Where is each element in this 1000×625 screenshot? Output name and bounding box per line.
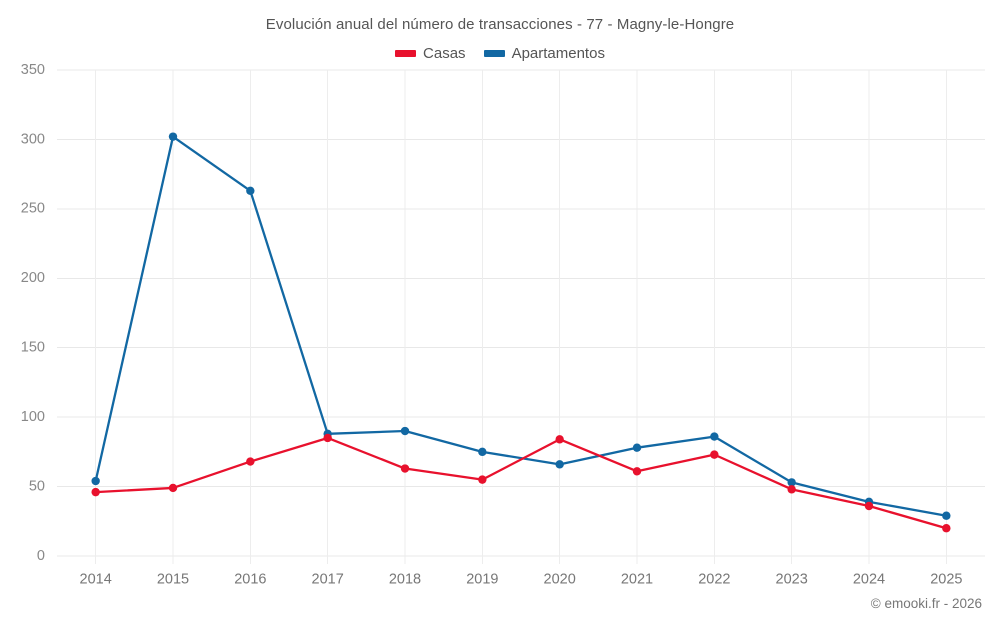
data-point-casas-2017[interactable] — [323, 433, 332, 443]
x-axis-tick-label: 2022 — [698, 572, 730, 588]
chart-credit: © emooki.fr - 2026 — [870, 596, 982, 611]
x-axis-tick-label: 2014 — [80, 572, 112, 588]
data-point-apartamentos-2016[interactable] — [246, 186, 255, 196]
legend-label-casas: Casas — [423, 45, 466, 62]
legend-swatch-apartamentos — [483, 50, 505, 57]
x-axis-tick-label: 2015 — [157, 572, 189, 588]
x-axis-tick-label: 2016 — [234, 572, 266, 588]
y-axis-tick-label: 150 — [21, 340, 45, 356]
data-point-casas-2014[interactable] — [91, 487, 100, 497]
x-axis-tick-label: 2017 — [312, 572, 344, 588]
data-point-apartamentos-2025[interactable] — [942, 511, 951, 520]
x-axis-tick-label: 2021 — [621, 572, 653, 588]
y-axis-tick-label: 250 — [21, 201, 45, 217]
legend-item-apartamentos[interactable]: Apartamentos — [483, 45, 605, 62]
y-axis-tick-label: 0 — [37, 548, 45, 564]
data-point-casas-2018[interactable] — [400, 464, 410, 473]
data-point-apartamentos-2020[interactable] — [555, 460, 564, 469]
x-axis-tick-label: 2019 — [466, 572, 498, 588]
data-point-casas-2024[interactable] — [864, 501, 874, 511]
data-point-casas-2021[interactable] — [632, 467, 642, 476]
x-axis-tick-label: 2020 — [544, 572, 576, 588]
data-point-casas-2023[interactable] — [787, 485, 796, 494]
data-point-apartamentos-2018[interactable] — [400, 426, 410, 436]
data-point-casas-2019[interactable] — [478, 475, 487, 484]
data-point-casas-2015[interactable] — [168, 483, 178, 493]
x-axis-tick-label: 2025 — [930, 572, 962, 588]
y-axis-tick-label: 350 — [21, 62, 45, 78]
chart-title: Evolución anual del número de transaccio… — [265, 16, 735, 33]
legend-label-apartamentos: Apartamentos — [511, 45, 605, 62]
data-point-apartamentos-2021[interactable] — [632, 443, 642, 452]
data-point-apartamentos-2019[interactable] — [478, 447, 487, 457]
x-axis-tick-label: 2023 — [776, 572, 808, 588]
data-point-casas-2022[interactable] — [710, 450, 719, 459]
legend-item-casas[interactable]: Casas — [395, 45, 466, 62]
data-point-casas-2020[interactable] — [555, 435, 564, 444]
y-axis-tick-label: 50 — [29, 478, 45, 494]
legend-swatch-casas — [395, 50, 417, 57]
series-line-apartamentos — [94, 135, 948, 517]
x-axis-tick-label: 2018 — [389, 572, 421, 588]
data-point-apartamentos-2023[interactable] — [787, 478, 796, 487]
data-point-apartamentos-2014[interactable] — [91, 476, 100, 486]
data-point-apartamentos-2022[interactable] — [710, 432, 719, 441]
x-axis-tick-label: 2024 — [853, 572, 885, 588]
y-axis-tick-label: 200 — [21, 270, 45, 286]
data-point-apartamentos-2015[interactable] — [168, 132, 178, 141]
y-axis-tick-label: 100 — [21, 409, 45, 425]
chart-legend: Casas Apartamentos — [0, 45, 1000, 62]
series-line-casas — [94, 436, 948, 530]
data-point-casas-2025[interactable] — [942, 524, 951, 533]
y-axis-tick-label: 300 — [21, 131, 45, 147]
data-point-casas-2016[interactable] — [246, 457, 255, 466]
